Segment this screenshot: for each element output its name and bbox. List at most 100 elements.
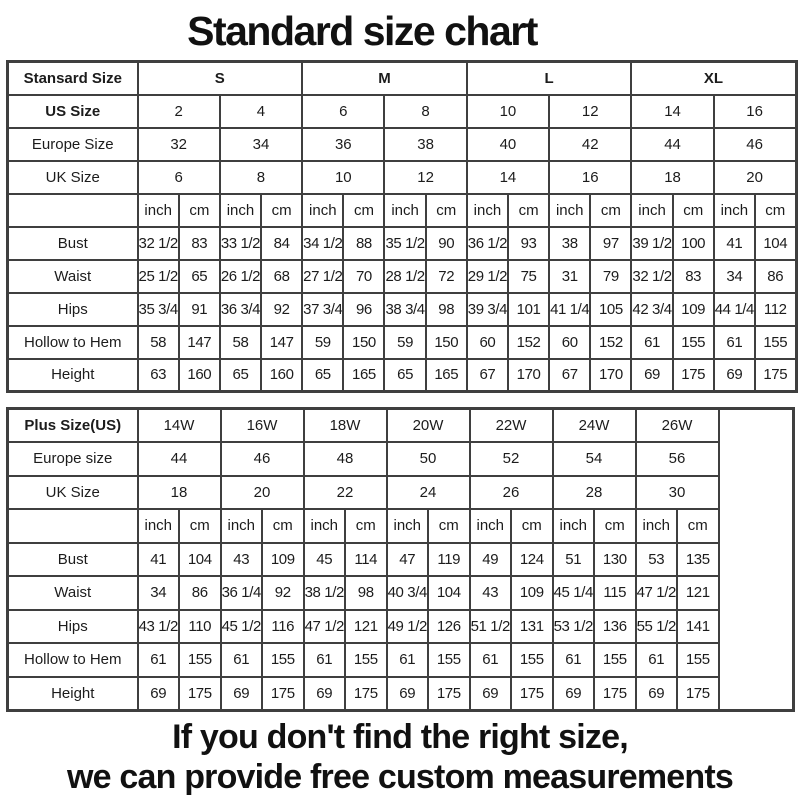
unit-cell: cm xyxy=(342,192,386,228)
size-value-cell: 46 xyxy=(219,441,305,477)
measure-label: Bust xyxy=(6,225,139,261)
size-value-cell: 18 xyxy=(630,159,715,195)
measure-value-cell: 69 xyxy=(634,675,678,711)
measure-value-cell: 53 xyxy=(634,541,678,577)
measure-value-cell: 175 xyxy=(676,675,720,711)
measure-label: Hips xyxy=(6,608,139,644)
size-group-cell: 18W xyxy=(302,407,388,443)
measure-value-cell: 43 xyxy=(468,575,512,611)
unit-cell: inch xyxy=(385,508,429,544)
measure-value-cell: 175 xyxy=(261,675,305,711)
measure-value-cell: 38 1/2 xyxy=(302,575,346,611)
footer-note: If you don't find the right size, we can… xyxy=(0,717,800,797)
measure-value-cell: 61 xyxy=(136,642,180,678)
measure-value-cell: 31 xyxy=(548,258,592,294)
size-value-cell: 10 xyxy=(465,93,551,129)
measure-value-cell: 150 xyxy=(424,324,468,360)
unit-cell: inch xyxy=(136,192,180,228)
measure-value-cell: 34 1/2 xyxy=(301,225,345,261)
measure-value-cell: 69 xyxy=(630,357,674,393)
measure-value-cell: 155 xyxy=(676,642,720,678)
measure-value-cell: 109 xyxy=(510,575,554,611)
measure-value-cell: 86 xyxy=(178,575,222,611)
table-row: Europe Size 32 34 36 38 40 42 44 46 xyxy=(6,126,798,162)
size-value-cell: 54 xyxy=(551,441,637,477)
measure-value-cell: 43 xyxy=(219,541,263,577)
table-row: Hollow to Hem 58 147 58 147 59 150 59 150 60 152 60… xyxy=(6,324,797,360)
size-group-cell: 20W xyxy=(385,407,471,443)
measure-value-cell: 59 xyxy=(383,324,427,360)
measure-value-cell: 147 xyxy=(177,324,221,360)
measure-value-cell: 104 xyxy=(178,541,222,577)
unit-cell: inch xyxy=(219,508,263,544)
measure-value-cell: 136 xyxy=(593,608,637,644)
unit-cell: inch xyxy=(302,508,346,544)
size-value-cell: 36 xyxy=(301,126,386,162)
unit-cell: inch xyxy=(301,192,345,228)
measure-value-cell: 175 xyxy=(754,357,797,393)
measure-label: Waist xyxy=(6,575,139,611)
measure-label: Bust xyxy=(6,541,139,577)
measure-value-cell: 69 xyxy=(712,357,757,393)
measure-value-cell: 69 xyxy=(302,675,346,711)
row-label: UK Size xyxy=(6,474,139,510)
measure-value-cell: 175 xyxy=(178,675,222,711)
unit-cell: cm xyxy=(510,508,554,544)
measure-value-cell: 150 xyxy=(342,324,386,360)
measure-value-cell: 61 xyxy=(634,642,678,678)
table-row: Waist 34 86 36 1/4 92 38 1/2 98 40 3/4 104 43 109 4… xyxy=(6,575,794,611)
footer-line-1: If you don't find the right size, xyxy=(172,717,629,756)
measure-value-cell: 124 xyxy=(510,541,554,577)
measure-value-cell: 175 xyxy=(593,675,637,711)
measure-value-cell: 65 xyxy=(301,357,345,393)
measure-value-cell: 160 xyxy=(177,357,221,393)
measure-value-cell: 40 3/4 xyxy=(385,575,429,611)
size-group-cell: 14W xyxy=(136,407,222,443)
measure-value-cell: 49 1/2 xyxy=(385,608,429,644)
measure-value-cell: 61 xyxy=(468,642,512,678)
unit-cell: cm xyxy=(671,192,715,228)
corner-label: Plus Size(US) xyxy=(6,407,139,443)
table-row: Bust 32 1/2 83 33 1/2 84 34 1/2 88 35 1/2 90 36 1… xyxy=(6,225,797,261)
size-value-cell: 24 xyxy=(385,474,471,510)
measure-label: Hollow to Hem xyxy=(6,324,139,360)
measure-value-cell: 175 xyxy=(344,675,388,711)
unit-cell: cm xyxy=(177,192,221,228)
unit-cell: cm xyxy=(589,192,633,228)
measure-value-cell: 155 xyxy=(344,642,388,678)
measure-value-cell: 114 xyxy=(344,541,388,577)
measure-value-cell: 155 xyxy=(510,642,554,678)
size-value-cell: 22 xyxy=(302,474,388,510)
table-row: UK Size 18 20 22 24 26 28 30 xyxy=(6,474,794,510)
measure-value-cell: 60 xyxy=(465,324,510,360)
size-value-cell: 10 xyxy=(301,159,386,195)
table-row: Bust 41 104 43 109 45 114 47 119 49 124 51 130 53 135 xyxy=(6,541,794,577)
table-row: Hips 43 1/2 110 45 1/2 116 47 1/2 121 49 1/2 126… xyxy=(6,608,794,644)
measure-value-cell: 45 xyxy=(302,541,346,577)
measure-value-cell: 58 xyxy=(136,324,180,360)
unit-cell: inch xyxy=(468,508,512,544)
measure-value-cell: 28 1/2 xyxy=(383,258,427,294)
page-title: Standard size chart xyxy=(187,8,538,54)
measure-value-cell: 155 xyxy=(593,642,637,678)
row-label: Europe size xyxy=(6,441,139,477)
measure-value-cell: 104 xyxy=(427,575,471,611)
measure-value-cell: 51 1/2 xyxy=(468,608,512,644)
measure-value-cell: 47 1/2 xyxy=(634,575,678,611)
size-value-cell: 52 xyxy=(468,441,554,477)
measure-value-cell: 116 xyxy=(261,608,305,644)
measure-value-cell: 32 1/2 xyxy=(136,225,180,261)
size-value-cell: 20 xyxy=(712,159,798,195)
measure-label: Height xyxy=(6,357,139,393)
measure-value-cell: 25 1/2 xyxy=(136,258,180,294)
measure-value-cell: 59 xyxy=(301,324,345,360)
unit-cell: inch xyxy=(551,508,595,544)
measure-value-cell: 152 xyxy=(589,324,633,360)
size-group-cell: XL xyxy=(630,60,797,96)
measure-value-cell: 92 xyxy=(261,575,305,611)
measure-value-cell: 155 xyxy=(427,642,471,678)
measure-value-cell: 32 1/2 xyxy=(630,258,674,294)
measure-value-cell: 36 3/4 xyxy=(218,291,263,327)
measure-label: Hips xyxy=(6,291,139,327)
unit-cell: inch xyxy=(218,192,263,228)
